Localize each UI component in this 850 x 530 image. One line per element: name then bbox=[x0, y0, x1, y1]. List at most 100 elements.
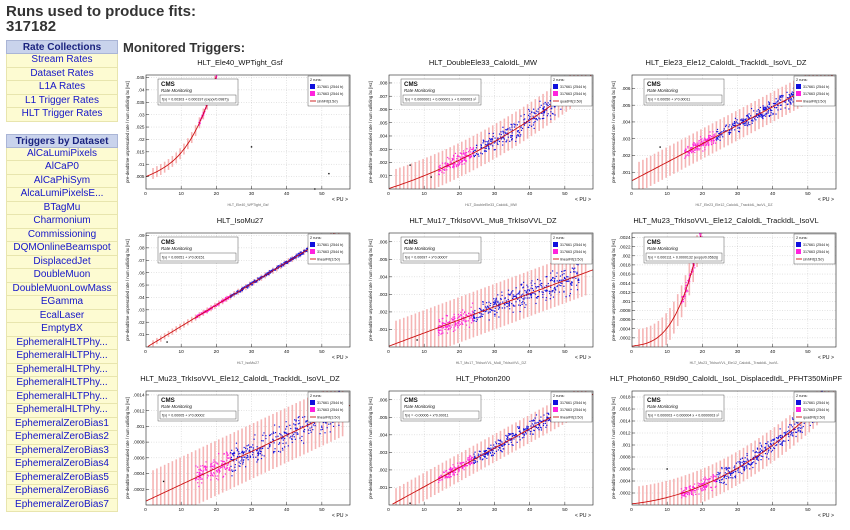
run1-point bbox=[779, 95, 781, 97]
legend-label-fit: linearFit(3.5σ) bbox=[560, 258, 583, 262]
trigger-plot-panel[interactable]: HLT_IsoMu27.01.02.03.04.05.06.07.08.09 10… bbox=[124, 216, 356, 369]
plot-footer: HLT_Ele23_Ele12_CaloIdL_TrackIdL_IsoVL_D… bbox=[695, 203, 773, 207]
run1-point bbox=[537, 426, 540, 429]
sidebar-link[interactable]: EmptyBX bbox=[6, 323, 118, 337]
run1-point bbox=[767, 444, 769, 446]
sidebar-link[interactable]: Stream Rates bbox=[6, 54, 118, 68]
sidebar-link[interactable]: EphemeralHLTPhy... bbox=[6, 336, 118, 350]
run1-point bbox=[760, 115, 762, 117]
run1-point bbox=[749, 463, 751, 466]
sidebar-link[interactable]: L1A Rates bbox=[6, 81, 118, 95]
main-title: Monitored Triggers: bbox=[123, 40, 246, 55]
run1-point bbox=[725, 130, 727, 132]
run1-point bbox=[563, 276, 566, 279]
sidebar-link[interactable]: DoubleMuonLowMass bbox=[6, 282, 118, 296]
run2-point bbox=[207, 310, 209, 312]
sidebar-link[interactable]: EphemeralZeroBias2 bbox=[6, 431, 118, 445]
run1-point bbox=[809, 424, 811, 427]
run2-point bbox=[712, 135, 714, 137]
run1-point bbox=[793, 93, 795, 96]
run2-point bbox=[449, 468, 451, 470]
run1-point bbox=[549, 115, 552, 117]
sidebar-link[interactable]: EGamma bbox=[6, 296, 118, 310]
run1-point bbox=[799, 424, 801, 426]
run1-point bbox=[717, 131, 719, 133]
run1-point bbox=[502, 444, 504, 446]
trigger-plot-panel[interactable]: HLT_DoubleEle33_CaloIdL_MW .001.002.003.0… bbox=[367, 58, 599, 211]
sidebar-link[interactable]: AlCaPhiSym bbox=[6, 174, 118, 188]
run1-point bbox=[546, 424, 548, 426]
run2-point bbox=[211, 468, 213, 470]
sidebar-link[interactable]: EphemeralZeroBias7 bbox=[6, 498, 118, 512]
sidebar-link[interactable]: DisplacedJet bbox=[6, 255, 118, 269]
sidebar-link[interactable]: L1 Trigger Rates bbox=[6, 94, 118, 108]
run2-point bbox=[692, 485, 694, 488]
sidebar-link[interactable]: HLT Trigger Rates bbox=[6, 108, 118, 122]
run1-point bbox=[760, 459, 762, 461]
run1-point bbox=[749, 459, 752, 461]
trigger-plot-panel[interactable]: HLT_Photon200.001.002.003.004.005.006 10 2… bbox=[367, 374, 599, 527]
run2-point bbox=[470, 156, 472, 158]
run1-point bbox=[252, 447, 254, 449]
run1-point bbox=[529, 115, 531, 118]
run1-point bbox=[751, 118, 753, 120]
run1-point bbox=[533, 420, 535, 422]
sidebar-link[interactable]: EphemeralZeroBias3 bbox=[6, 444, 118, 458]
sidebar-link[interactable]: BTagMu bbox=[6, 201, 118, 215]
y-tick-label: .045 bbox=[136, 75, 145, 80]
run1-point bbox=[269, 441, 272, 443]
run1-point bbox=[746, 467, 748, 469]
trigger-plot-panel[interactable]: HLT_Ele40_WPTight_Gsf .005.01.015.02.025.… bbox=[124, 58, 356, 211]
sidebar-link[interactable]: EphemeralHLTPhy... bbox=[6, 350, 118, 364]
trigger-plot-panel[interactable]: HLT_Mu17_TrkIsoVVL_Mu8_TrkIsoVVL_DZ .001.… bbox=[367, 216, 599, 369]
sidebar-link[interactable]: DQMOnlineBeamspot bbox=[6, 242, 118, 256]
run1-point bbox=[499, 439, 501, 441]
run1-point bbox=[285, 428, 287, 430]
sidebar-link[interactable]: Charmonium bbox=[6, 215, 118, 229]
sidebar-link[interactable]: EcalLaser bbox=[6, 309, 118, 323]
trigger-plot-panel[interactable]: HLT_Mu23_TrkIsoVVL_Ele12_CaloIdL_TrackId… bbox=[124, 374, 356, 527]
run2-point bbox=[681, 491, 683, 493]
run2-point bbox=[463, 313, 465, 315]
sidebar-link[interactable]: EphemeralZeroBias1 bbox=[6, 417, 118, 431]
run2-point bbox=[713, 134, 715, 136]
sidebar-link[interactable]: EphemeralZeroBias4 bbox=[6, 458, 118, 472]
run1-point bbox=[733, 470, 735, 472]
run1-point bbox=[784, 100, 786, 102]
run1-point bbox=[770, 110, 772, 112]
sidebar-link[interactable]: EphemeralHLTPhy... bbox=[6, 363, 118, 377]
run1-point bbox=[295, 257, 297, 259]
sidebar-link[interactable]: DoubleMuon bbox=[6, 269, 118, 283]
sidebar-link[interactable]: AlCaLumiPixels bbox=[6, 147, 118, 161]
run1-point bbox=[748, 113, 750, 115]
run2-point bbox=[468, 326, 471, 328]
run1-point bbox=[483, 450, 485, 453]
sidebar-link[interactable]: EphemeralZeroBias5 bbox=[6, 471, 118, 485]
run1-point bbox=[535, 414, 538, 416]
run2-point bbox=[229, 295, 231, 297]
run2-point bbox=[682, 298, 684, 301]
sidebar-link[interactable]: EphemeralHLTPhy... bbox=[6, 377, 118, 391]
run1-point bbox=[531, 423, 533, 425]
run2-point bbox=[470, 155, 473, 158]
trigger-plot-panel[interactable]: HLT_Photon60_R9Id90_CaloIdL_IsoL_Displac… bbox=[610, 374, 842, 527]
run2-point bbox=[684, 492, 686, 495]
y-tick-label: .0018 bbox=[619, 395, 631, 400]
y-tick-label: .002 bbox=[379, 310, 388, 315]
trigger-plot-panel[interactable]: HLT_Mu23_TrkIsoVVL_Ele12_CaloIdL_TrackId… bbox=[610, 216, 842, 369]
sidebar-link[interactable]: AlCaP0 bbox=[6, 161, 118, 175]
y-tick-label: .0008 bbox=[619, 455, 631, 460]
run1-point bbox=[285, 421, 287, 423]
legend-swatch-run1 bbox=[553, 400, 558, 405]
run1-point bbox=[781, 435, 784, 437]
sidebar-link[interactable]: Dataset Rates bbox=[6, 67, 118, 81]
run1-point bbox=[494, 313, 496, 315]
trigger-plot-panel[interactable]: HLT_Ele23_Ele12_CaloIdL_TrackIdL_IsoVL_D… bbox=[610, 58, 842, 211]
sidebar-link[interactable]: AlcaLumiPixelsE... bbox=[6, 188, 118, 202]
run1-point bbox=[258, 279, 260, 281]
sidebar-link[interactable]: EphemeralZeroBias6 bbox=[6, 485, 118, 499]
sidebar-link[interactable]: EphemeralHLTPhy... bbox=[6, 390, 118, 404]
sidebar-link[interactable]: EphemeralHLTPhy... bbox=[6, 404, 118, 418]
legend-swatch-run1 bbox=[796, 84, 801, 89]
sidebar-link[interactable]: Commissioning bbox=[6, 228, 118, 242]
